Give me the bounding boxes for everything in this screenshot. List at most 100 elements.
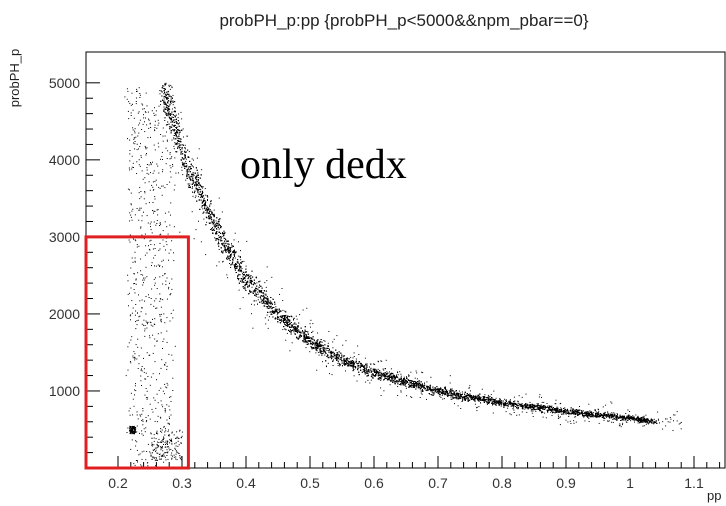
data-point [395, 377, 397, 378]
data-point [339, 359, 341, 361]
data-point [376, 373, 378, 375]
data-point [186, 164, 188, 166]
data-point [412, 380, 414, 382]
data-point [179, 141, 181, 143]
data-point [613, 416, 615, 418]
data-point [644, 421, 646, 423]
data-point [232, 258, 234, 259]
data-point [201, 202, 203, 204]
data-point [210, 201, 211, 203]
data-point [257, 291, 259, 293]
data-point [622, 416, 624, 418]
data-point [504, 398, 506, 400]
data-point [607, 414, 609, 416]
data-point [185, 158, 187, 160]
data-point [365, 368, 367, 369]
data-point [208, 207, 210, 209]
data-point [476, 396, 478, 398]
data-point [632, 419, 634, 421]
data-point [517, 402, 519, 404]
data-point [492, 401, 493, 403]
data-point [301, 335, 303, 337]
data-point [577, 411, 579, 413]
data-point [522, 407, 524, 408]
data-point [217, 243, 219, 245]
data-point [215, 220, 217, 222]
data-point [508, 400, 510, 402]
data-point [581, 411, 582, 413]
data-point [575, 409, 577, 411]
data-point [474, 397, 476, 399]
data-point [278, 311, 280, 313]
data-point [209, 205, 211, 207]
data-point [239, 270, 241, 272]
data-point [191, 176, 193, 178]
data-point [468, 397, 469, 399]
data-point [574, 410, 576, 412]
data-point [439, 395, 441, 397]
data-point [238, 255, 240, 257]
data-point [298, 329, 300, 331]
data-point [327, 342, 329, 344]
data-point [450, 391, 452, 393]
data-point [449, 392, 451, 394]
data-point [405, 382, 406, 384]
data-point [566, 411, 568, 413]
data-point [332, 347, 334, 349]
data-point [312, 343, 314, 345]
data-point [167, 113, 169, 115]
data-point [237, 273, 239, 275]
data-point [244, 273, 245, 275]
data-point [400, 375, 402, 377]
data-point [334, 354, 336, 356]
data-point [347, 358, 349, 360]
data-point [451, 393, 453, 394]
data-point [355, 361, 357, 363]
data-points [124, 82, 682, 469]
data-point [437, 391, 439, 393]
data-point [247, 285, 249, 287]
data-point [324, 354, 326, 356]
data-point [184, 148, 186, 150]
data-point [247, 281, 249, 283]
data-point [270, 310, 272, 312]
data-point [175, 151, 177, 153]
data-point [193, 174, 195, 176]
data-point [533, 407, 535, 409]
data-point [604, 413, 606, 415]
data-point [198, 187, 200, 188]
data-point [204, 188, 206, 189]
data-point [550, 411, 552, 413]
data-point [285, 317, 287, 319]
data-point [208, 214, 210, 216]
data-point [445, 388, 446, 390]
data-point [456, 398, 458, 400]
data-point [425, 390, 427, 391]
data-point [534, 406, 536, 408]
data-point [653, 423, 655, 425]
data-point [168, 86, 170, 88]
data-point [175, 114, 177, 116]
data-point [201, 187, 203, 189]
data-point [426, 381, 428, 383]
data-point [346, 359, 348, 361]
data-point [239, 266, 241, 268]
data-point [163, 100, 165, 102]
data-point [179, 145, 181, 147]
data-point [275, 308, 277, 310]
data-point [256, 288, 258, 290]
data-point [194, 197, 196, 199]
data-point [219, 225, 221, 226]
data-point [192, 195, 194, 197]
data-point [174, 119, 176, 121]
data-point [529, 407, 531, 409]
data-point [396, 376, 398, 378]
data-point [467, 394, 469, 395]
data-point [356, 362, 358, 364]
data-point [521, 407, 523, 409]
data-point [302, 331, 304, 333]
data-point [340, 359, 342, 361]
data-point [257, 296, 259, 298]
data-point [474, 396, 476, 398]
data-point [294, 329, 295, 331]
